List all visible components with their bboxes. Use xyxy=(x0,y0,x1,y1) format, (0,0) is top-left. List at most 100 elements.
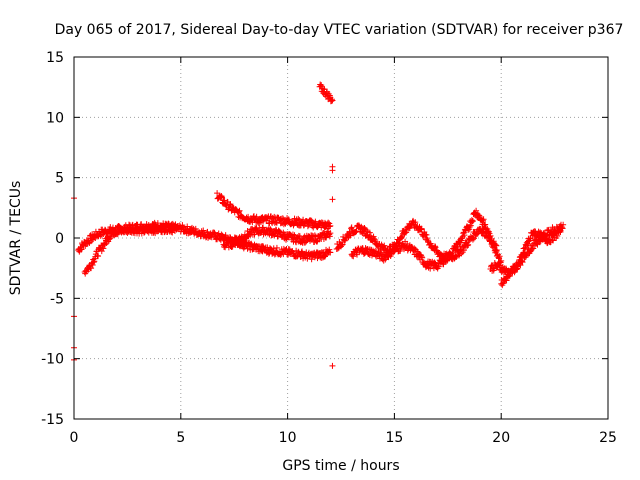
data-point xyxy=(418,253,425,260)
x-tick-label: 0 xyxy=(70,430,79,446)
data-point xyxy=(308,256,315,263)
data-point xyxy=(372,236,379,243)
data-point xyxy=(323,234,330,241)
data-point xyxy=(427,240,434,247)
data-point xyxy=(440,261,447,268)
data-point xyxy=(559,225,566,232)
data-point xyxy=(412,219,419,226)
data-point xyxy=(366,229,373,236)
data-point xyxy=(466,223,473,230)
data-point xyxy=(329,97,336,104)
data-point xyxy=(173,226,180,233)
data-point xyxy=(326,233,333,240)
data-point xyxy=(496,253,503,260)
data-point xyxy=(328,96,335,103)
data-point xyxy=(423,231,430,238)
data-point xyxy=(218,192,225,199)
data-point xyxy=(520,249,527,256)
data-point xyxy=(159,223,166,230)
data-point xyxy=(211,229,218,236)
data-point xyxy=(270,245,277,252)
data-point xyxy=(506,273,513,280)
x-axis-label: GPS time / hours xyxy=(282,458,399,474)
data-point xyxy=(398,233,405,240)
data-point xyxy=(222,232,229,239)
data-point xyxy=(160,222,167,229)
data-point xyxy=(268,246,275,253)
data-point xyxy=(353,228,360,235)
data-point xyxy=(515,259,522,266)
data-point xyxy=(272,226,279,233)
data-point xyxy=(486,234,493,241)
x-tick-label: 10 xyxy=(279,430,297,446)
data-point xyxy=(260,224,267,231)
data-point xyxy=(248,240,255,247)
data-point xyxy=(260,243,267,250)
data-point xyxy=(492,247,499,254)
data-point xyxy=(480,216,487,223)
data-point xyxy=(464,242,471,249)
y-tick-label: 5 xyxy=(55,171,64,187)
data-point xyxy=(519,259,526,266)
data-point xyxy=(460,247,467,254)
data-point xyxy=(264,244,271,251)
data-point xyxy=(106,234,113,240)
y-tick-label: -10 xyxy=(41,352,64,368)
data-point xyxy=(226,201,233,208)
data-point xyxy=(277,251,284,258)
data-point xyxy=(326,223,333,230)
data-point xyxy=(273,244,280,251)
data-point xyxy=(418,226,425,233)
data-point xyxy=(514,263,521,270)
data-point xyxy=(541,232,548,239)
axis-ticks: 0 5 10 15 20 25 -15 -10 -5 0 5 10 15 xyxy=(41,50,617,446)
y-tick-label: -5 xyxy=(50,291,64,307)
data-point xyxy=(398,234,405,241)
data-point xyxy=(487,237,494,244)
data-point xyxy=(329,362,336,369)
data-point xyxy=(453,246,460,253)
data-point xyxy=(519,252,526,259)
data-point xyxy=(88,265,95,272)
data-point xyxy=(418,225,425,232)
y-tick-label: 15 xyxy=(46,50,64,66)
data-point xyxy=(326,246,333,253)
data-point xyxy=(467,222,474,229)
data-point xyxy=(200,227,207,234)
data-point xyxy=(295,215,302,222)
data-point xyxy=(384,253,391,260)
data-point xyxy=(546,236,553,243)
data-points xyxy=(71,81,567,369)
data-point xyxy=(327,222,334,229)
data-point xyxy=(327,249,334,256)
data-point xyxy=(498,257,505,264)
data-point xyxy=(321,253,328,260)
data-point xyxy=(362,250,369,257)
data-point xyxy=(339,241,346,248)
data-point xyxy=(381,242,388,249)
data-point xyxy=(100,245,107,252)
data-point xyxy=(77,245,84,252)
data-point xyxy=(397,247,404,254)
data-point xyxy=(78,246,85,253)
data-point xyxy=(300,216,307,223)
data-point xyxy=(168,228,175,235)
data-point xyxy=(350,253,357,260)
data-point xyxy=(325,219,332,226)
data-point xyxy=(482,221,489,228)
data-point xyxy=(313,238,320,245)
data-point xyxy=(313,238,320,245)
data-point xyxy=(318,82,325,89)
data-point xyxy=(503,277,510,284)
data-point xyxy=(253,213,260,220)
data-point xyxy=(431,243,438,250)
data-point xyxy=(233,235,240,242)
data-point xyxy=(308,217,315,224)
x-tick-label: 25 xyxy=(599,430,617,446)
data-point xyxy=(554,233,561,240)
data-point xyxy=(90,259,97,266)
data-point xyxy=(465,241,472,248)
data-point xyxy=(499,280,506,287)
data-point xyxy=(321,252,328,259)
data-point xyxy=(321,86,328,93)
